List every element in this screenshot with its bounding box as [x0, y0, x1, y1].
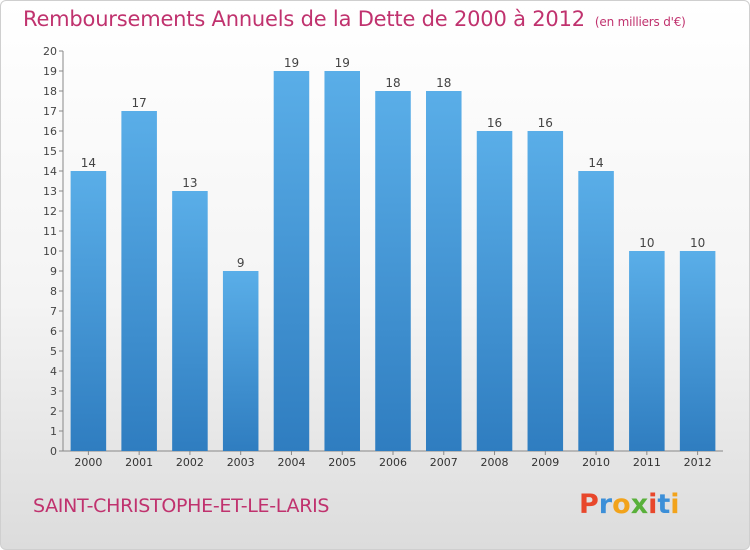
y-tick-label: 17: [43, 105, 57, 118]
y-tick-label: 4: [50, 365, 57, 378]
bar: [375, 91, 411, 451]
bar: [273, 71, 310, 451]
unit-label: (en milliers d'€): [594, 15, 686, 29]
bar-value-label: 18: [385, 76, 400, 90]
bar-value-label: 9: [237, 256, 245, 270]
x-tick-label: 2008: [481, 456, 509, 469]
bar: [527, 131, 564, 451]
bar-value-label: 14: [81, 156, 96, 170]
bar: [578, 171, 614, 451]
x-tick-label: 2010: [582, 456, 610, 469]
x-tick-label: 2003: [227, 456, 255, 469]
bar-value-label: 16: [538, 116, 553, 130]
y-tick-label: 9: [50, 265, 57, 278]
bar-value-label: 18: [436, 76, 451, 90]
x-tick-label: 2002: [176, 456, 204, 469]
y-tick-label: 19: [43, 65, 57, 78]
y-tick-label: 8: [50, 285, 57, 298]
bar: [629, 251, 665, 451]
y-tick-label: 11: [43, 225, 57, 238]
bar-value-label: 19: [284, 56, 299, 70]
bar-value-label: 10: [690, 236, 705, 250]
logo-letter: i: [670, 489, 680, 520]
y-tick-label: 6: [50, 325, 57, 338]
x-tick-label: 2007: [430, 456, 458, 469]
x-tick-label: 2011: [633, 456, 661, 469]
bar-value-label: 16: [487, 116, 502, 130]
x-tick-label: 2000: [74, 456, 102, 469]
y-tick-label: 13: [43, 185, 57, 198]
x-tick-label: 2004: [277, 456, 305, 469]
y-tick-label: 18: [43, 85, 57, 98]
y-tick-label: 5: [50, 345, 57, 358]
y-tick-label: 3: [50, 385, 57, 398]
bar-value-label: 10: [639, 236, 654, 250]
y-tick-label: 12: [43, 205, 57, 218]
y-tick-label: 15: [43, 145, 57, 158]
bar: [222, 271, 259, 451]
y-tick-label: 0: [50, 445, 57, 458]
bar-value-label: 17: [132, 96, 147, 110]
x-tick-label: 2001: [125, 456, 153, 469]
bar: [324, 71, 360, 451]
y-tick-label: 7: [50, 305, 57, 318]
y-tick-label: 1: [50, 425, 57, 438]
title-text: Remboursements Annuels de la Dette de 20…: [23, 7, 585, 31]
bar-value-label: 13: [182, 176, 197, 190]
commune-name: SAINT-CHRISTOPHE-ET-LE-LARIS: [33, 495, 330, 517]
y-tick-label: 10: [43, 245, 57, 258]
bar: [476, 131, 513, 451]
y-tick-label: 2: [50, 405, 57, 418]
logo-letter: P: [579, 489, 599, 520]
y-tick-label: 14: [43, 165, 57, 178]
bar: [172, 191, 208, 451]
bar: [426, 91, 462, 451]
bar: [70, 171, 107, 451]
bar: [679, 251, 716, 451]
chart-title: Remboursements Annuels de la Dette de 20…: [23, 7, 686, 31]
logo-letter: r: [598, 489, 613, 520]
bar-value-label: 19: [335, 56, 350, 70]
logo-letter: i: [648, 489, 658, 520]
y-tick-label: 16: [43, 125, 57, 138]
x-tick-label: 2012: [684, 456, 712, 469]
bar: [121, 111, 157, 451]
proxiti-logo: Proxiti: [579, 489, 680, 520]
x-tick-label: 2009: [531, 456, 559, 469]
logo-letter: o: [612, 489, 631, 520]
logo-letter: t: [657, 489, 671, 520]
y-tick-label: 20: [43, 45, 57, 58]
x-tick-label: 2006: [379, 456, 407, 469]
logo-letter: x: [630, 489, 649, 520]
x-tick-label: 2005: [328, 456, 356, 469]
bar-value-label: 14: [588, 156, 603, 170]
